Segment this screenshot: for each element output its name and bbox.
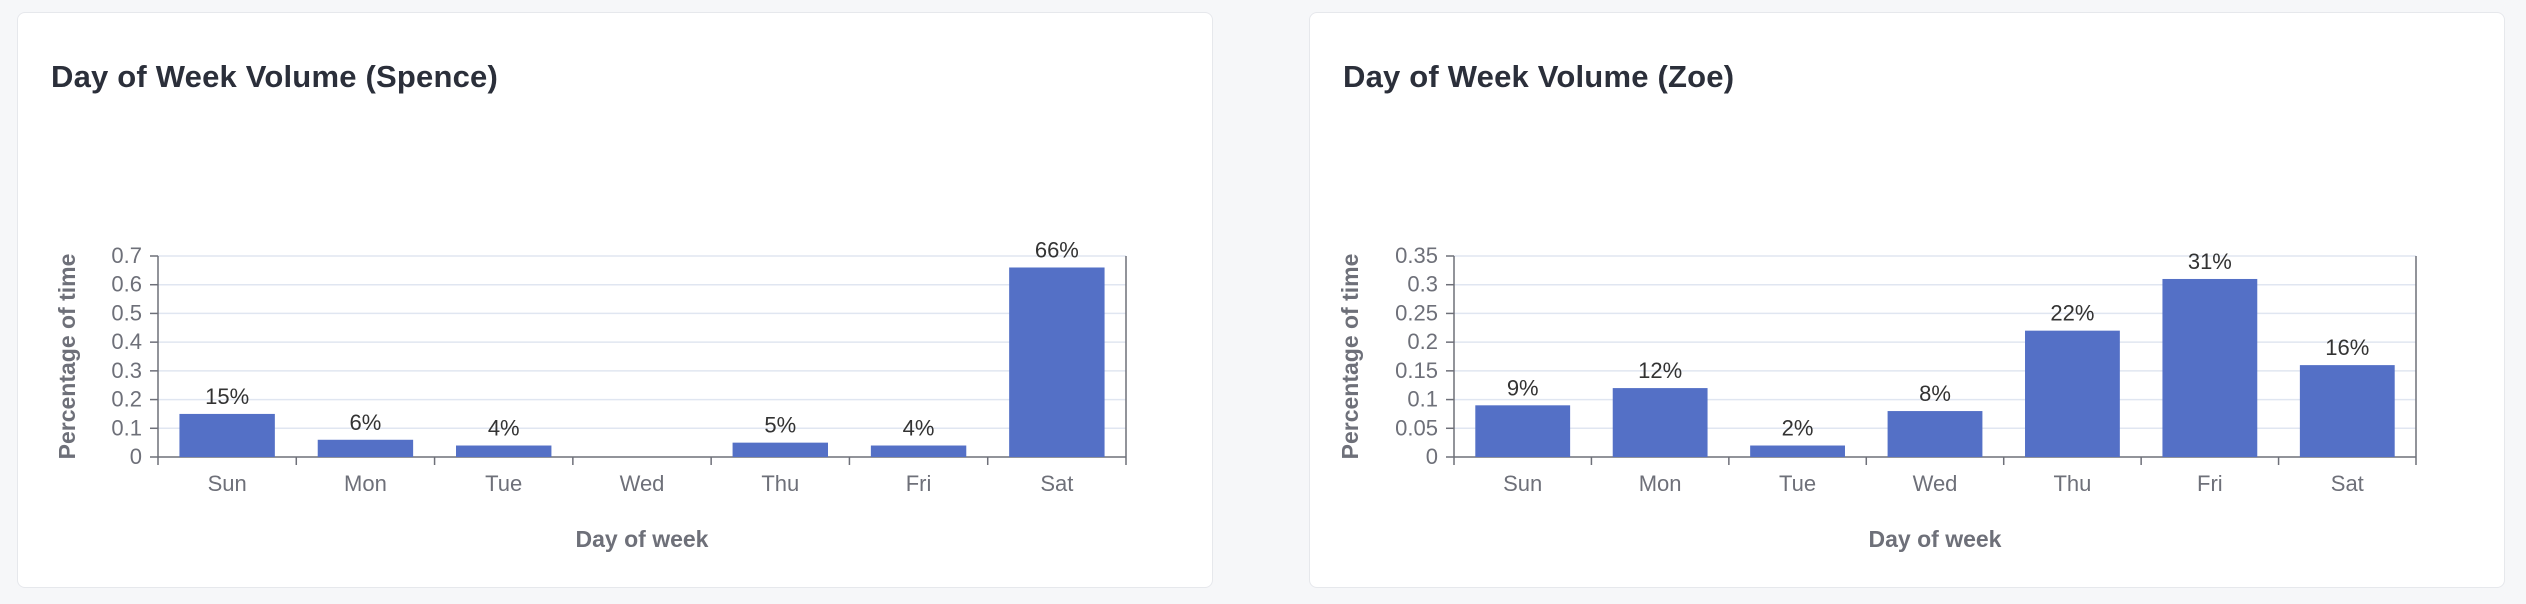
- y-tick-label: 0.3: [1407, 272, 1438, 297]
- y-tick-label: 0.2: [111, 387, 142, 412]
- x-tick-label: Sat: [1040, 471, 1073, 496]
- y-axis-title: Percentage of time: [1337, 254, 1363, 460]
- data-label: 5%: [764, 413, 796, 438]
- x-tick-label: Thu: [761, 471, 799, 496]
- data-label: 66%: [1035, 237, 1079, 262]
- bar-sat: [1009, 267, 1105, 457]
- x-tick-label: Tue: [485, 471, 522, 496]
- x-tick-label: Sun: [208, 471, 247, 496]
- data-label: 15%: [205, 384, 249, 409]
- y-tick-label: 0.2: [1407, 329, 1438, 354]
- y-tick-label: 0: [1426, 444, 1438, 469]
- data-label: 12%: [1638, 358, 1682, 383]
- bar-mon: [317, 439, 414, 457]
- x-tick-label: Mon: [1639, 471, 1682, 496]
- data-label: 2%: [1782, 416, 1814, 441]
- x-tick-label: Mon: [344, 471, 387, 496]
- bar-sat: [2299, 365, 2395, 457]
- data-label: 16%: [2325, 335, 2369, 360]
- x-axis-title: Day of week: [576, 526, 709, 552]
- y-tick-label: 0.4: [111, 329, 142, 354]
- x-tick-label: Wed: [1913, 471, 1958, 496]
- y-axis-title: Percentage of time: [54, 254, 80, 460]
- data-label: 6%: [350, 410, 382, 435]
- y-tick-label: 0.3: [111, 358, 142, 383]
- bar-chart-zoe: 0 0.05 0.1 0.15 0.2 0.25 0.3 0.35 9% Sun 12% Mon 2% T…: [1337, 243, 2417, 552]
- y-tick-label: 0.05: [1395, 415, 1438, 440]
- bar-thu: [2025, 330, 2120, 457]
- y-tick-label: 0.7: [111, 243, 142, 268]
- chart-card-spence: Day of Week Volume (Spence) 0 0.1 0.2 0.3 0.…: [17, 12, 1213, 588]
- chart-card-zoe: Day of Week Volume (Zoe) 0 0.05 0.1 0.15 0.2…: [1309, 12, 2505, 588]
- x-tick-label: Sun: [1503, 471, 1542, 496]
- y-tick-label: 0.1: [1407, 387, 1438, 412]
- bar-thu: [732, 442, 828, 457]
- data-label: 31%: [2188, 249, 2232, 274]
- x-tick-label: Thu: [2053, 471, 2091, 496]
- data-label: 4%: [903, 416, 935, 441]
- x-tick-label: Fri: [2197, 471, 2223, 496]
- data-label: 22%: [2050, 301, 2094, 326]
- bar-tue: [456, 445, 552, 457]
- x-axis-title: Day of week: [1869, 526, 2002, 552]
- y-tick-label: 0.35: [1395, 243, 1438, 268]
- data-label: 8%: [1919, 381, 1951, 406]
- y-tick-label: 0.6: [111, 272, 142, 297]
- x-tick-label: Fri: [906, 471, 932, 496]
- y-tick-label: 0.1: [111, 415, 142, 440]
- y-tick-label: 0: [130, 444, 142, 469]
- bar-chart-spence: 0 0.1 0.2 0.3 0.4 0.5 0.6 0.7 15% Sun 6% Mon 4% Tue We…: [54, 237, 1127, 552]
- chart-title: Day of Week Volume (Zoe): [1343, 59, 1735, 94]
- bar-wed: [1887, 411, 1983, 457]
- bar-fri: [870, 445, 967, 457]
- bar-fri: [2162, 278, 2258, 457]
- bar-tue: [1750, 445, 1845, 457]
- chart-title: Day of Week Volume (Spence): [51, 59, 498, 94]
- data-label: 4%: [488, 416, 520, 441]
- x-tick-label: Tue: [1779, 471, 1816, 496]
- data-label: 9%: [1507, 375, 1539, 400]
- bar-sun: [1475, 405, 1571, 457]
- bar-mon: [1612, 388, 1708, 457]
- x-tick-label: Wed: [620, 471, 665, 496]
- y-tick-label: 0.15: [1395, 358, 1438, 383]
- bar-sun: [179, 413, 275, 457]
- y-tick-label: 0.25: [1395, 300, 1438, 325]
- x-tick-label: Sat: [2331, 471, 2364, 496]
- y-tick-label: 0.5: [111, 300, 142, 325]
